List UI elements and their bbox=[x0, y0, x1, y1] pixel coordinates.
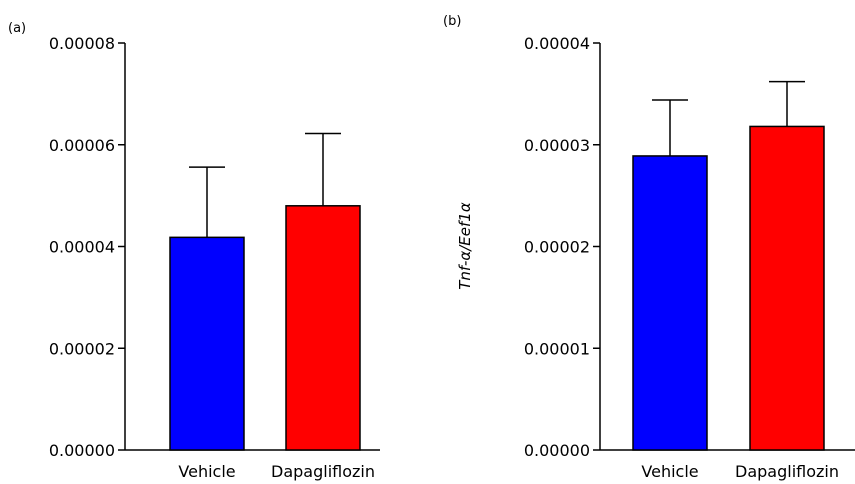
bar-dapagliflozin bbox=[285, 205, 361, 451]
x-category-label: Vehicle bbox=[178, 462, 235, 481]
chart-panel-b: (b) Tnf-α/Eef1α 0.000000.000010.000020.0… bbox=[443, 14, 855, 481]
y-tick-label: 0.00003 bbox=[524, 136, 590, 155]
bar-vehicle bbox=[632, 155, 708, 451]
bars bbox=[169, 205, 361, 451]
y-tick-label: 0.00004 bbox=[524, 34, 590, 53]
x-category-label: Dapagliflozin bbox=[735, 462, 839, 481]
chart-panel-a: (a) 0.000000.000020.000040.000060.00008 … bbox=[8, 21, 380, 481]
x-category-label: Dapagliflozin bbox=[271, 462, 375, 481]
error-bars bbox=[652, 80, 805, 156]
y-tick-label: 0.00000 bbox=[524, 441, 590, 460]
y-tick-label: 0.00000 bbox=[49, 441, 115, 460]
category-labels: Vehicle Dapagliflozin bbox=[178, 462, 375, 481]
error-bars bbox=[189, 132, 341, 238]
y-axis-title: Tnf-α/Eef1α bbox=[456, 202, 474, 290]
bar-vehicle bbox=[169, 236, 245, 451]
y-ticks: 0.00000 0.00001 0.00002 0.00003 0.00004 bbox=[524, 34, 600, 460]
bars bbox=[632, 125, 825, 451]
y-tick-label: 0.00004 bbox=[49, 238, 115, 257]
panel-label: (a) bbox=[8, 21, 26, 36]
y-tick-label: 0.00008 bbox=[49, 34, 115, 53]
y-tick-label: 0.00001 bbox=[524, 339, 590, 358]
y-tick-label: 0.00006 bbox=[49, 136, 115, 155]
y-ticks: 0.00000 0.00002 0.00004 0.00006 0.00008 bbox=[49, 34, 125, 460]
category-labels: Vehicle Dapagliflozin bbox=[641, 462, 839, 481]
y-tick-label: 0.00002 bbox=[49, 339, 115, 358]
bar-dapagliflozin bbox=[749, 125, 825, 451]
x-category-label: Vehicle bbox=[641, 462, 698, 481]
panel-label: (b) bbox=[443, 14, 461, 29]
y-tick-label: 0.00002 bbox=[524, 238, 590, 257]
